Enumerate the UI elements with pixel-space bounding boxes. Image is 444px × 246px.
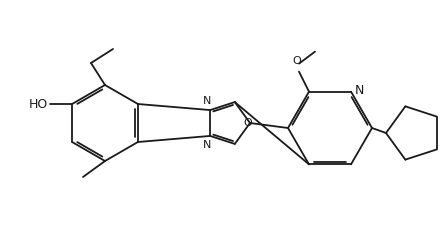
Text: O: O xyxy=(293,56,301,66)
Text: HO: HO xyxy=(29,97,48,110)
Text: O: O xyxy=(244,118,252,128)
Text: N: N xyxy=(203,140,211,150)
Text: N: N xyxy=(203,96,211,106)
Text: N: N xyxy=(355,84,365,97)
